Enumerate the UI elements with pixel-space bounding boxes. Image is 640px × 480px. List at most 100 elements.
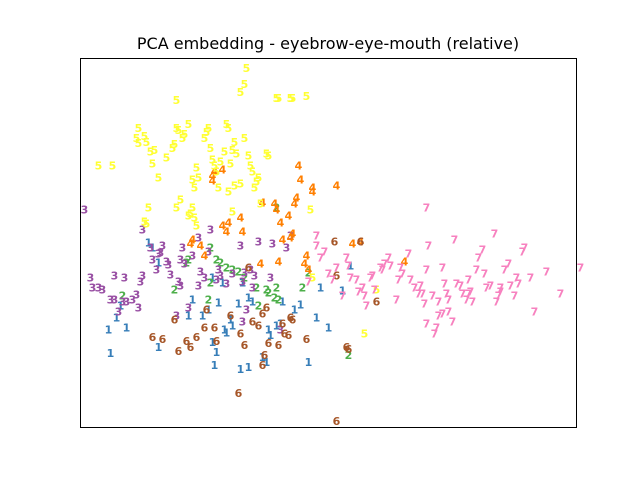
- data-point-label-5: 5: [171, 138, 179, 151]
- data-point-label-6: 6: [333, 415, 341, 428]
- data-point-label-7: 7: [465, 287, 473, 300]
- data-point-label-1: 1: [123, 321, 131, 334]
- data-point-label-5: 5: [251, 182, 259, 195]
- data-point-label-5: 5: [373, 283, 381, 296]
- data-point-label-7: 7: [433, 321, 441, 334]
- data-point-label-1: 1: [107, 347, 115, 360]
- data-point-label-7: 7: [355, 285, 363, 298]
- data-point-label-1: 1: [209, 271, 217, 284]
- data-point-label-3: 3: [95, 281, 103, 294]
- data-point-label-6: 6: [373, 295, 381, 308]
- data-point-label-7: 7: [439, 307, 447, 320]
- data-point-label-2: 2: [229, 263, 237, 276]
- data-point-label-4: 4: [349, 238, 357, 251]
- data-point-label-1: 1: [185, 309, 193, 322]
- data-point-label-7: 7: [353, 273, 361, 286]
- data-point-label-7: 7: [483, 281, 491, 294]
- data-point-label-3: 3: [189, 250, 197, 263]
- data-point-label-7: 7: [531, 305, 539, 318]
- data-point-label-3: 3: [239, 315, 247, 328]
- data-point-label-7: 7: [305, 275, 313, 288]
- data-point-label-1: 1: [259, 351, 267, 364]
- data-point-label-7: 7: [423, 202, 431, 215]
- data-point-label-5: 5: [181, 128, 189, 141]
- data-point-label-2: 2: [255, 299, 263, 312]
- data-point-label-2: 2: [305, 266, 313, 279]
- data-point-label-5: 5: [249, 166, 257, 179]
- data-point-label-3: 3: [111, 269, 119, 282]
- data-point-label-4: 4: [305, 263, 313, 276]
- data-point-label-7: 7: [445, 305, 453, 318]
- data-point-label-7: 7: [317, 252, 325, 265]
- data-point-label-7: 7: [361, 289, 369, 302]
- data-point-label-5: 5: [287, 92, 295, 105]
- data-point-label-3: 3: [135, 301, 143, 314]
- data-point-label-7: 7: [493, 295, 501, 308]
- data-point-label-1: 1: [245, 291, 253, 304]
- data-point-label-5: 5: [175, 124, 183, 137]
- data-point-label-1: 1: [265, 323, 273, 336]
- data-point-label-5: 5: [243, 62, 251, 75]
- data-point-label-4: 4: [301, 257, 309, 270]
- data-point-label-7: 7: [453, 277, 461, 290]
- data-point-label-5: 5: [95, 160, 103, 173]
- data-point-label-4: 4: [295, 160, 303, 173]
- data-point-label-4: 4: [291, 198, 299, 211]
- data-point-label-1: 1: [277, 317, 285, 330]
- data-point-label-3: 3: [177, 254, 185, 267]
- data-point-label-4: 4: [275, 255, 283, 268]
- data-point-label-3: 3: [89, 281, 97, 294]
- data-point-label-4: 4: [219, 164, 227, 177]
- data-point-label-6: 6: [357, 236, 365, 249]
- data-point-label-5: 5: [151, 144, 159, 157]
- data-point-label-2: 2: [217, 256, 225, 269]
- data-point-label-2: 2: [183, 256, 191, 269]
- data-point-label-3: 3: [107, 293, 115, 306]
- data-point-label-5: 5: [173, 94, 181, 107]
- data-point-label-7: 7: [325, 267, 333, 280]
- data-point-label-1: 1: [273, 319, 281, 332]
- data-point-label-2: 2: [263, 283, 271, 296]
- data-point-label-2: 2: [207, 276, 215, 289]
- data-point-label-3: 3: [149, 254, 157, 267]
- data-point-label-7: 7: [339, 289, 347, 302]
- data-point-label-6: 6: [275, 339, 283, 352]
- data-point-label-6: 6: [261, 349, 269, 362]
- data-point-label-4: 4: [279, 234, 287, 247]
- data-point-label-7: 7: [387, 259, 395, 272]
- data-point-label-2: 2: [119, 289, 127, 302]
- data-point-label-6: 6: [255, 319, 263, 332]
- data-point-label-5: 5: [135, 122, 143, 135]
- data-point-label-1: 1: [239, 276, 247, 289]
- data-point-label-7: 7: [467, 285, 475, 298]
- data-point-label-7: 7: [469, 295, 477, 308]
- data-point-label-2: 2: [253, 281, 261, 294]
- data-point-label-7: 7: [371, 283, 379, 296]
- data-point-label-7: 7: [405, 248, 413, 261]
- data-point-label-3: 3: [277, 323, 285, 336]
- data-point-label-7: 7: [487, 279, 495, 292]
- data-point-label-6: 6: [279, 317, 287, 330]
- data-point-label-1: 1: [223, 326, 231, 339]
- data-point-label-6: 6: [213, 335, 221, 348]
- data-point-label-5: 5: [209, 154, 217, 167]
- data-point-label-3: 3: [247, 263, 255, 276]
- data-point-label-5: 5: [273, 92, 281, 105]
- data-point-label-7: 7: [425, 240, 433, 253]
- data-point-label-1: 1: [227, 313, 235, 326]
- data-point-label-6: 6: [183, 335, 191, 348]
- data-point-label-3: 3: [251, 269, 259, 282]
- data-point-label-7: 7: [519, 246, 527, 259]
- data-point-label-3: 3: [147, 242, 155, 255]
- data-point-label-7: 7: [417, 279, 425, 292]
- data-point-label-5: 5: [191, 212, 199, 225]
- data-point-label-1: 1: [211, 359, 219, 372]
- data-point-label-5: 5: [109, 160, 117, 173]
- data-point-label-6: 6: [343, 341, 351, 354]
- data-point-label-5: 5: [135, 137, 143, 150]
- data-point-label-3: 3: [237, 240, 245, 253]
- data-point-label-2: 2: [273, 202, 281, 215]
- data-point-label-7: 7: [313, 240, 321, 253]
- data-point-label-1: 1: [221, 323, 229, 336]
- data-point-label-1: 1: [325, 321, 333, 334]
